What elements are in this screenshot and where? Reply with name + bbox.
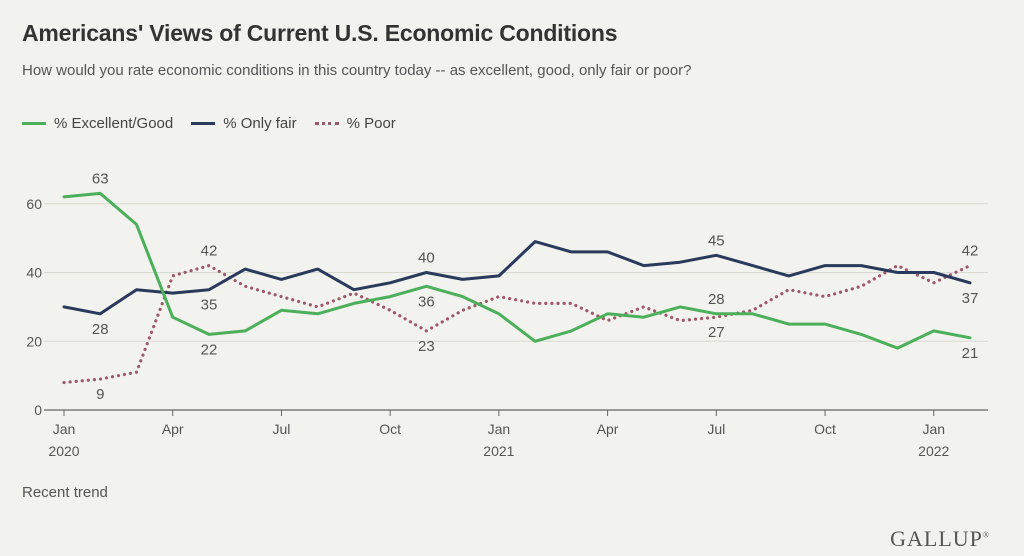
- series-line-only-fair: [62, 240, 972, 316]
- gallup-logo-text: GALLUP: [890, 526, 983, 551]
- data-label-only-fair-2020-05: 35: [201, 297, 218, 314]
- legend-label-only-fair: % Only fair: [223, 115, 297, 132]
- data-label-excellent-good-2020-11: 36: [418, 293, 435, 310]
- x-tick-label-2021-04: Apr: [597, 421, 619, 437]
- x-tick-label-2020-04: Apr: [162, 421, 184, 437]
- legend-label-poor: % Poor: [346, 115, 396, 132]
- data-label-excellent-good-2022-02: 21: [962, 345, 979, 362]
- y-tick-label-60: 60: [26, 196, 42, 212]
- x-tick-sublabel-2022-01: 2022: [918, 443, 949, 459]
- legend-swatch-poor: [314, 122, 339, 125]
- gallup-logo: GALLUP®: [890, 526, 990, 552]
- data-label-poor-2020-11: 23: [418, 338, 435, 355]
- data-label-excellent-good-2020-05: 22: [201, 341, 218, 358]
- data-label-excellent-good-2021-07: 28: [708, 291, 725, 308]
- x-tick-sublabel-2020-01: 2020: [48, 443, 79, 459]
- x-tick-label-2021-01: Jan: [488, 421, 511, 437]
- x-tick-label-2021-07: Jul: [707, 421, 725, 437]
- y-tick-label-20: 20: [26, 333, 42, 349]
- data-label-only-fair-2020-02: 28: [92, 321, 109, 338]
- chart-legend: % Excellent/Good % Only fair % Poor: [22, 115, 414, 132]
- series-line-poor: [62, 264, 972, 385]
- recent-trend-label: Recent trend: [22, 484, 108, 501]
- legend-item-only-fair: % Only fair: [191, 115, 297, 132]
- x-tick-sublabel-2021-01: 2021: [483, 443, 514, 459]
- data-label-poor-2020-05: 42: [201, 243, 218, 260]
- data-label-only-fair-2021-07: 45: [708, 232, 725, 249]
- legend-swatch-only-fair: [191, 122, 216, 125]
- legend-swatch-excellent-good: [22, 122, 46, 125]
- x-tick-label-2020-07: Jul: [272, 421, 290, 437]
- data-label-poor-2022-02: 42: [962, 243, 979, 260]
- x-tick-label-2020-01: Jan: [53, 421, 76, 437]
- legend-item-excellent-good: % Excellent/Good: [22, 115, 173, 132]
- y-tick-label-40: 40: [26, 265, 42, 281]
- data-label-excellent-good-2020-02: 63: [92, 170, 109, 187]
- x-tick-label-2020-10: Oct: [379, 421, 401, 437]
- series-line-excellent-good: [62, 191, 972, 350]
- legend-item-poor: % Poor: [314, 115, 396, 132]
- data-label-only-fair-2022-02: 37: [962, 290, 979, 307]
- data-label-poor-2020-02: 9: [96, 386, 104, 403]
- registered-mark: ®: [982, 530, 990, 540]
- data-label-poor-2021-07: 27: [708, 324, 725, 341]
- chart-title: Americans' Views of Current U.S. Economi…: [22, 20, 618, 46]
- y-tick-label-0: 0: [34, 402, 42, 418]
- chart-subtitle: How would you rate economic conditions i…: [22, 62, 692, 79]
- x-tick-label-2021-10: Oct: [814, 421, 836, 437]
- legend-label-excellent-good: % Excellent/Good: [54, 115, 174, 132]
- x-tick-label-2022-01: Jan: [922, 421, 945, 437]
- data-label-only-fair-2020-11: 40: [418, 250, 435, 267]
